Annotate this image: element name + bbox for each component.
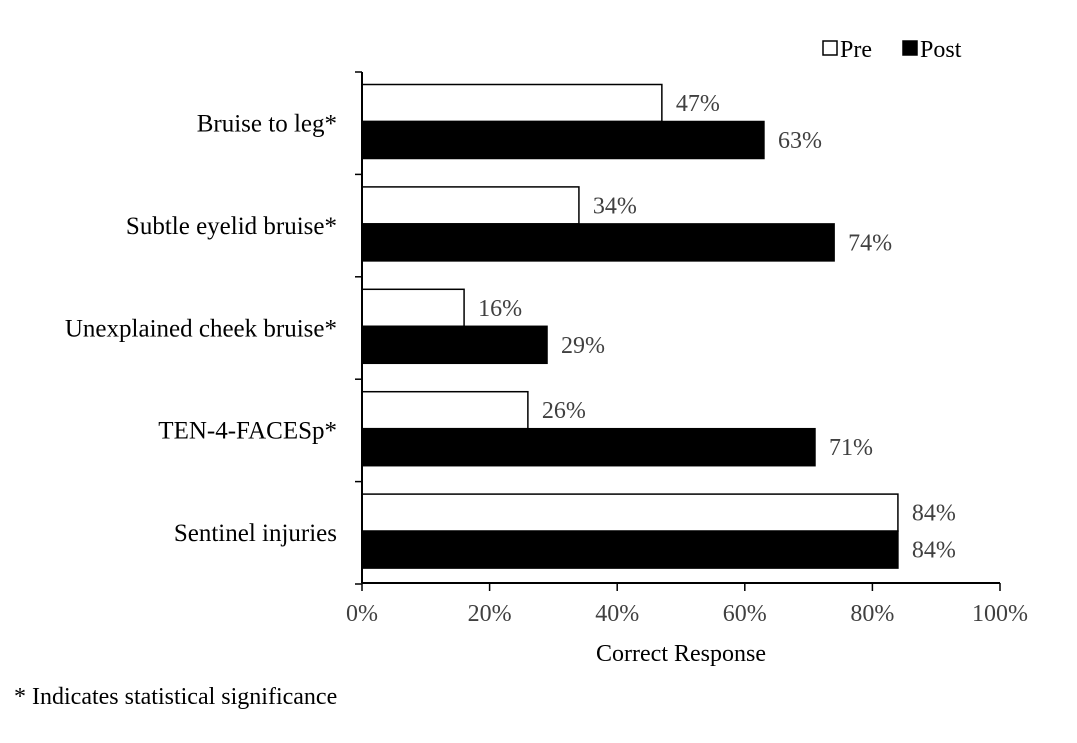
- data-label: 34%: [593, 193, 637, 219]
- bar-pre: [361, 390, 529, 430]
- x-tick-label: 20%: [468, 601, 512, 627]
- x-tick-label: 40%: [595, 601, 639, 627]
- x-tick-label: 80%: [850, 601, 894, 627]
- bar-post: [361, 427, 816, 467]
- category-label: Bruise to leg*: [197, 111, 337, 138]
- legend-label-pre: Pre: [840, 37, 872, 63]
- category-label: Sentinel injuries: [174, 520, 337, 547]
- bar-pre: [361, 493, 899, 532]
- data-label: 16%: [478, 296, 522, 322]
- bar-post: [361, 223, 835, 262]
- footnote: * Indicates statistical significance: [14, 684, 338, 710]
- legend-swatch-pre: [822, 40, 838, 56]
- bar-pre: [361, 83, 663, 123]
- bar-pre: [361, 186, 580, 225]
- data-label: 26%: [542, 398, 586, 424]
- legend-label-post: Post: [920, 37, 962, 63]
- bar-post: [361, 120, 765, 160]
- data-label: 47%: [676, 91, 720, 117]
- data-label: 71%: [829, 435, 873, 461]
- category-label: Subtle eyelid bruise*: [126, 213, 337, 240]
- data-label: 63%: [778, 128, 822, 154]
- x-tick-label: 0%: [346, 601, 378, 627]
- x-tick-label: 60%: [723, 601, 767, 627]
- data-label: 84%: [912, 538, 956, 564]
- data-label: 84%: [912, 501, 956, 527]
- bar-post: [361, 530, 899, 569]
- data-label: 74%: [848, 230, 892, 256]
- bar-pre: [361, 288, 465, 328]
- category-label: Unexplained cheek bruise*: [65, 315, 337, 342]
- bar-post: [361, 325, 548, 365]
- category-label: TEN-4-FACESp*: [158, 418, 337, 445]
- legend-swatch-post: [902, 40, 918, 56]
- x-tick-label: 100%: [972, 601, 1028, 627]
- x-axis-title: Correct Response: [596, 641, 766, 667]
- data-label: 29%: [561, 333, 605, 359]
